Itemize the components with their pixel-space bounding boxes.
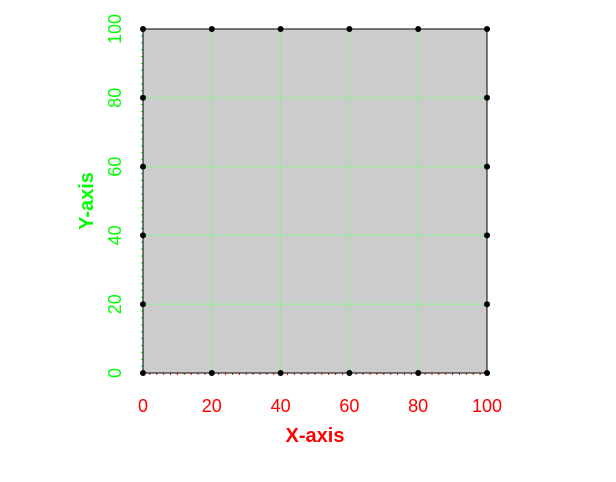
y-tick-labels: 0 20 40 60 80 100 <box>105 14 125 378</box>
data-point-6 <box>140 26 146 32</box>
x-tick-label-0: 0 <box>138 396 148 416</box>
y-tick-label-0: 0 <box>105 368 125 378</box>
data-point-9 <box>346 26 353 32</box>
data-point-7 <box>208 26 215 32</box>
plot-area <box>143 29 487 373</box>
data-point-17 <box>484 232 490 239</box>
x-axis-title: X-axis <box>286 425 345 447</box>
x-tick-label-40: 40 <box>271 396 291 416</box>
data-point-12 <box>140 301 146 308</box>
data-point-5 <box>484 370 490 376</box>
data-point-1 <box>208 370 215 376</box>
data-point-19 <box>484 94 490 101</box>
y-axis-title: Y-axis <box>76 172 98 230</box>
data-point-11 <box>484 26 490 32</box>
plot-frame <box>142 28 488 374</box>
data-point-8 <box>277 26 284 32</box>
x-tick-label-60: 60 <box>339 396 359 416</box>
data-point-4 <box>415 370 422 376</box>
data-point-0 <box>140 370 146 376</box>
data-point-18 <box>484 163 490 170</box>
x-tick-label-80: 80 <box>408 396 428 416</box>
x-tick-labels: 0 20 40 60 80 100 <box>138 396 502 416</box>
data-point-3 <box>346 370 353 376</box>
data-point-16 <box>484 301 490 308</box>
data-point-13 <box>140 232 146 239</box>
x-tick-label-20: 20 <box>202 396 222 416</box>
data-point-2 <box>277 370 284 376</box>
data-point-14 <box>140 163 146 170</box>
y-tick-label-100: 100 <box>105 14 125 44</box>
x-tick-label-100: 100 <box>472 396 502 416</box>
data-points <box>140 26 490 376</box>
data-point-15 <box>140 94 146 101</box>
y-tick-label-60: 60 <box>105 157 125 177</box>
y-tick-label-40: 40 <box>105 225 125 245</box>
data-point-10 <box>415 26 422 32</box>
y-tick-label-20: 20 <box>105 294 125 314</box>
y-tick-label-80: 80 <box>105 88 125 108</box>
grid-lines <box>143 29 487 373</box>
